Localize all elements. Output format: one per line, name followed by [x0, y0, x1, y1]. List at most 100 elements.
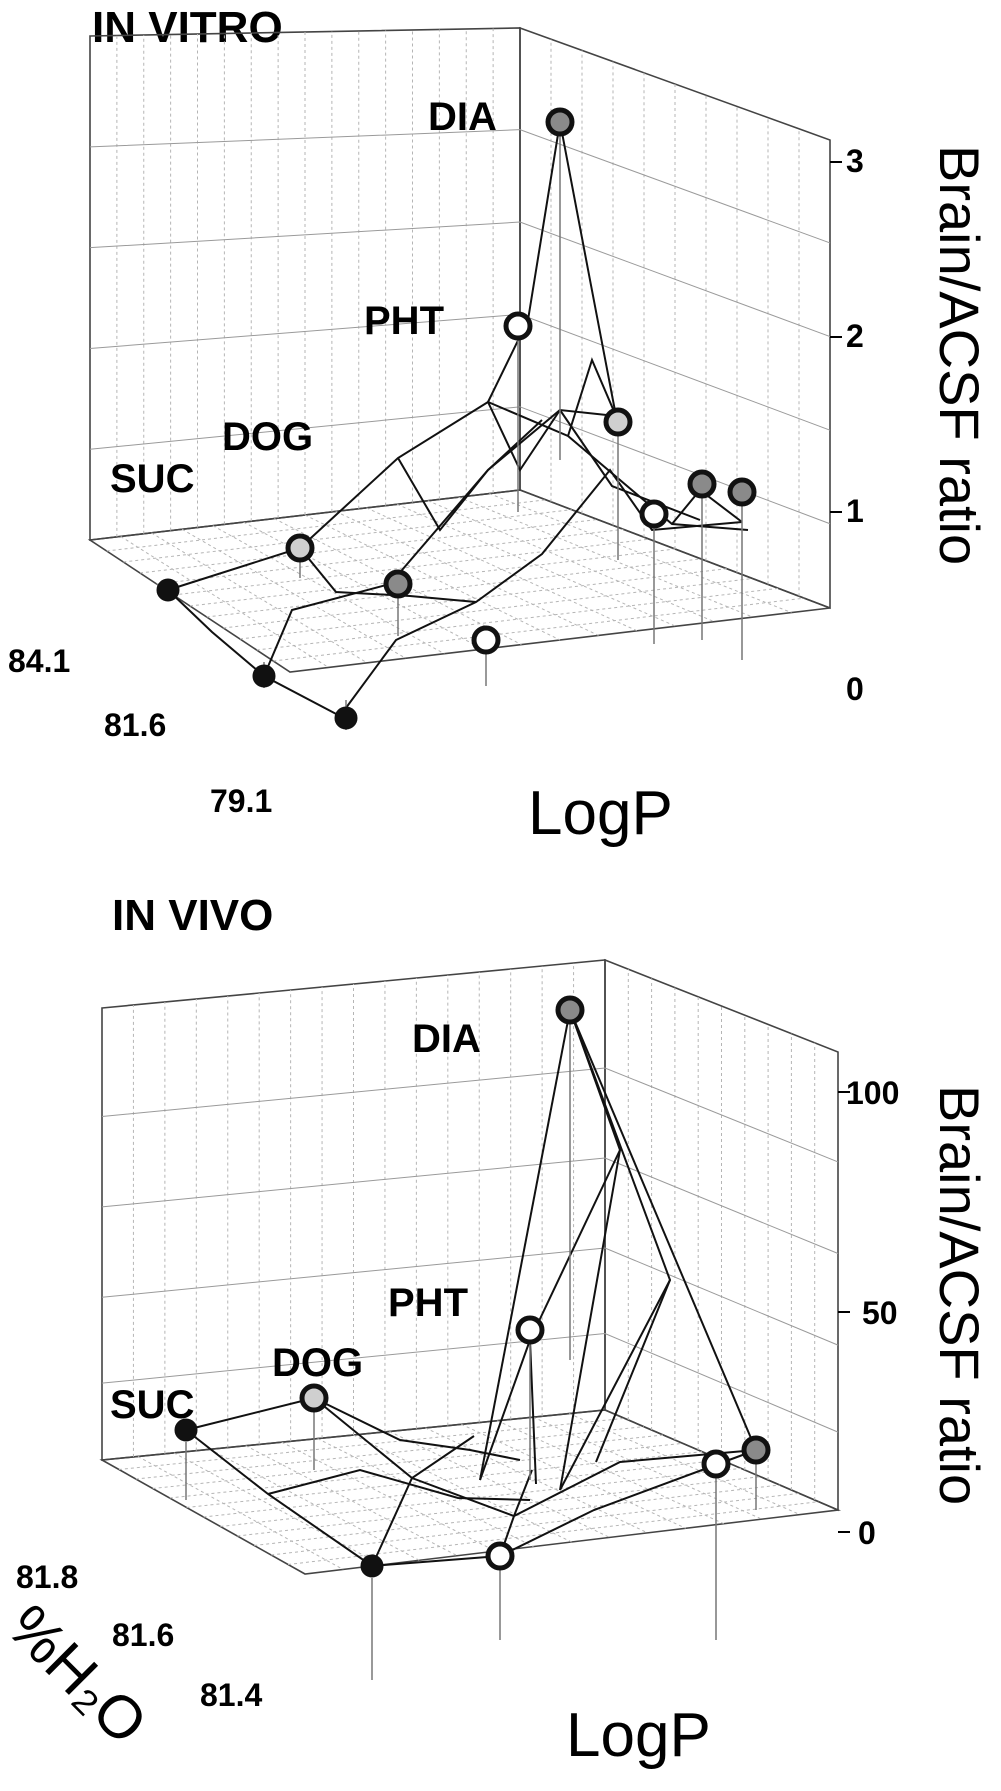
gridline [239, 578, 753, 640]
mesh-line [185, 1396, 757, 1518]
data-point [603, 407, 633, 437]
gridline [237, 1476, 761, 1537]
data-point [471, 625, 501, 655]
y-axis: 81.8 81.6 81.4 %H₂O [0, 1559, 262, 1757]
mesh-line [567, 357, 617, 437]
mesh-line [167, 589, 341, 717]
label-dia: DIA [412, 1017, 481, 1061]
label-pht: PHT [364, 299, 444, 343]
x-axis-label: LogP [566, 1701, 711, 1770]
gridline [458, 496, 754, 618]
gridline [389, 1430, 610, 1538]
data-point [687, 469, 717, 499]
data-points [156, 107, 757, 730]
mesh-line [185, 1429, 757, 1568]
data-point [701, 1449, 731, 1479]
data-point [360, 1554, 384, 1578]
mesh-line [371, 1435, 475, 1567]
z-axis-label: Brain/ACSF ratio [928, 145, 991, 565]
gridline [156, 528, 624, 585]
gridline [281, 1441, 496, 1552]
z-axis: 100 50 0 Brain/ACSF ratio [838, 1075, 991, 1551]
y-axis: 84.1 81.6 79.1 [8, 643, 272, 819]
label-pht: PHT [388, 1281, 468, 1325]
z-tick-label: 0 [858, 1515, 876, 1551]
z-axis: 3 2 1 0 Brain/ACSF ratio [830, 143, 991, 707]
y-tick-label: 81.8 [16, 1559, 78, 1595]
y-tick-label: 79.1 [210, 783, 272, 819]
z-tick-label: 0 [846, 671, 864, 707]
data-point [727, 477, 757, 507]
mesh-line [559, 121, 617, 417]
gridline [427, 500, 715, 623]
mesh-line [559, 1279, 671, 1491]
mesh-line [529, 1149, 621, 1341]
label-dog: DOG [272, 1341, 363, 1385]
gridline [135, 1426, 644, 1480]
data-point [383, 569, 413, 599]
mesh-line [299, 547, 477, 603]
gridline [139, 519, 598, 574]
z-axis-label: Brain/ACSF ratio [928, 1085, 991, 1505]
data-point-suc [156, 578, 180, 602]
z-tick-label: 50 [862, 1295, 898, 1331]
gridline [89, 221, 831, 338]
label-suc: SUC [110, 457, 194, 501]
data-point-pht [515, 1315, 545, 1345]
gridline [89, 129, 831, 244]
mesh-line [479, 1339, 537, 1485]
mesh-line [397, 419, 543, 532]
data-point-pht [503, 311, 533, 341]
gridline [223, 568, 727, 629]
mesh-line [313, 1397, 521, 1461]
gridline [101, 1247, 839, 1346]
data-point [639, 499, 669, 529]
z-tick-label: 2 [846, 318, 864, 354]
z-tick-label: 1 [846, 493, 864, 529]
gridline [101, 1157, 839, 1254]
mesh-line [487, 121, 561, 403]
mesh-line [479, 1009, 571, 1481]
in-vitro-panel: IN VITRO DIA PHT DOG SUC 3 2 1 0 Brain/A… [8, 3, 991, 848]
gridline [101, 1067, 839, 1163]
z-tick-label: 3 [846, 143, 864, 179]
surface-mesh [185, 1009, 757, 1568]
gridline [273, 597, 805, 662]
mesh-line [569, 1009, 757, 1451]
panel-title: IN VIVO [112, 891, 273, 940]
label-suc: SUC [110, 1383, 194, 1427]
gridline [288, 1501, 819, 1565]
data-point-dia [555, 995, 585, 1025]
data-point [485, 1541, 515, 1571]
panel-title: IN VITRO [92, 3, 283, 52]
y-tick-label: 81.6 [112, 1617, 174, 1653]
gridline [568, 1413, 801, 1516]
x-axis-label: LogP [528, 779, 673, 848]
gridline [271, 1492, 800, 1556]
gridline [101, 1332, 839, 1433]
in-vivo-panel: IN VIVO DIA PHT DOG SUC 100 50 0 Brain/A… [0, 891, 991, 1770]
data-point [252, 664, 276, 688]
gridline [206, 558, 701, 618]
label-dia: DIA [428, 95, 497, 139]
mesh-line [339, 468, 743, 717]
data-point-dog [285, 533, 315, 563]
label-dog: DOG [222, 415, 313, 459]
data-point-suc [174, 1418, 198, 1442]
data-points [174, 995, 771, 1680]
y-tick-label: 84.1 [8, 643, 70, 679]
gridline [106, 499, 546, 552]
gridline [169, 1442, 683, 1499]
gridline [152, 1434, 664, 1489]
data-point-dia [545, 107, 575, 137]
z-tick-label: 100 [846, 1075, 899, 1111]
gridline [89, 406, 831, 525]
y-tick-label: 81.4 [200, 1677, 262, 1713]
mesh-line [569, 1009, 672, 1463]
data-point [334, 706, 358, 730]
mesh-line [487, 401, 617, 473]
y-tick-label: 81.6 [104, 707, 166, 743]
data-point-dog [299, 1383, 329, 1413]
data-point [741, 1435, 771, 1465]
